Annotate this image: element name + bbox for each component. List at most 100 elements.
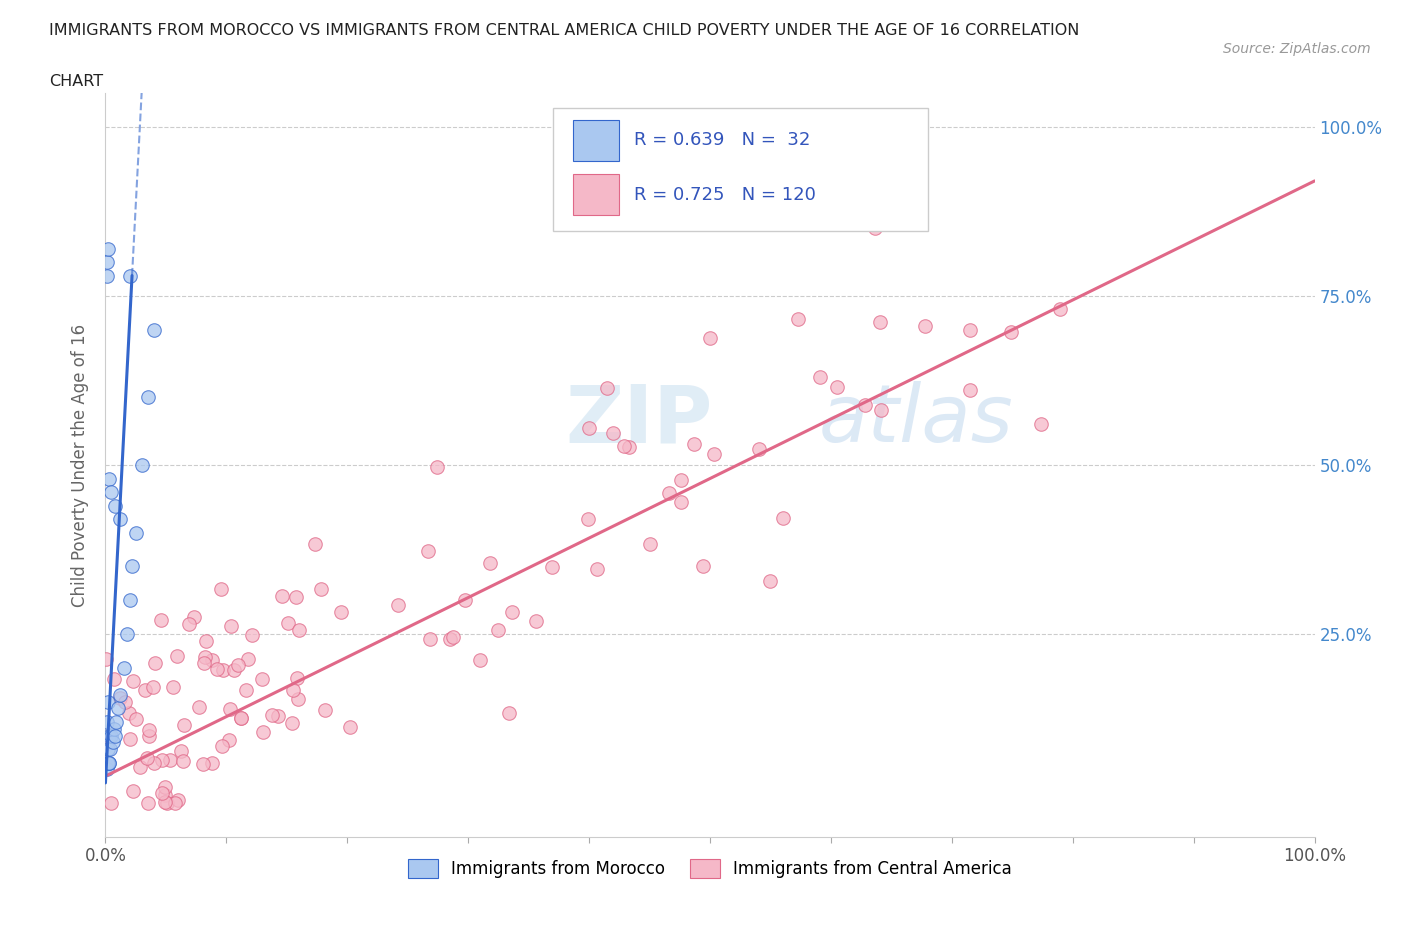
Point (787, 312, 810, 326)
Point (131, 458, 153, 472)
Point (150, 753, 173, 768)
Point (122, 783, 145, 798)
Point (191, 756, 214, 771)
Point (699, 331, 721, 346)
Point (576, 512, 599, 526)
Point (107, 701, 129, 716)
Point (596, 381, 619, 396)
Point (339, 720, 361, 735)
Point (98, 472, 121, 486)
Point (486, 622, 509, 637)
Point (692, 558, 714, 573)
Point (260, 708, 283, 723)
Point (172, 753, 194, 768)
Point (150, 786, 173, 801)
Point (853, 398, 876, 413)
Point (100, 796, 122, 811)
Y-axis label: Child Poverty Under the Age of 16: Child Poverty Under the Age of 16 (72, 324, 90, 606)
Point (153, 788, 176, 803)
Point (281, 715, 304, 730)
Point (142, 755, 165, 770)
Point (112, 660, 135, 675)
Point (240, 628, 263, 643)
Point (304, 537, 326, 551)
Point (669, 472, 692, 487)
Point (98, 755, 121, 770)
Point (468, 652, 491, 667)
Point (439, 631, 461, 646)
Point (103, 722, 125, 737)
Point (96, 652, 118, 667)
Point (703, 446, 725, 461)
Point (658, 485, 681, 500)
Point (271, 588, 294, 603)
Point (96, 714, 118, 729)
Point (209, 582, 232, 597)
Text: CHART: CHART (49, 74, 103, 89)
FancyBboxPatch shape (553, 108, 928, 231)
Point (416, 544, 439, 559)
Point (98, 755, 121, 770)
Point (501, 604, 523, 619)
Point (108, 687, 131, 702)
Point (142, 679, 165, 694)
Point (231, 711, 253, 725)
Point (205, 661, 228, 676)
Point (96, 762, 118, 777)
Point (426, 460, 449, 475)
Point (97, 741, 120, 756)
Point (101, 735, 124, 750)
Point (277, 616, 299, 631)
Point (330, 604, 353, 619)
Point (288, 623, 311, 638)
Legend: Immigrants from Morocco, Immigrants from Central America: Immigrants from Morocco, Immigrants from… (401, 852, 1019, 884)
Point (96, 255, 118, 270)
Point (170, 743, 193, 758)
Point (218, 733, 240, 748)
Point (309, 581, 332, 596)
Point (219, 701, 242, 716)
Point (669, 495, 692, 510)
Point (183, 609, 205, 624)
Point (118, 268, 141, 283)
Point (682, 437, 704, 452)
Point (108, 691, 131, 706)
Point (235, 683, 257, 698)
Point (121, 559, 143, 574)
Point (153, 795, 176, 810)
Point (142, 323, 165, 338)
Point (219, 618, 242, 633)
Point (454, 593, 477, 608)
Point (231, 711, 253, 725)
Point (104, 728, 127, 743)
Point (173, 718, 195, 733)
Point (281, 683, 304, 698)
Point (441, 630, 464, 644)
Point (772, 511, 794, 525)
Bar (574, 175, 620, 216)
Point (498, 706, 520, 721)
Point (122, 673, 145, 688)
Point (143, 656, 166, 671)
Point (166, 792, 188, 807)
Point (524, 613, 547, 628)
Point (238, 651, 260, 666)
Point (211, 738, 233, 753)
Point (96, 736, 118, 751)
Point (602, 426, 624, 441)
Text: ZIP: ZIP (565, 381, 713, 459)
Point (105, 714, 128, 729)
Point (1000, 325, 1022, 339)
Point (98, 728, 121, 743)
Text: R = 0.639   N =  32: R = 0.639 N = 32 (634, 131, 810, 150)
Point (1049, 301, 1071, 316)
Point (759, 573, 782, 588)
Point (201, 652, 224, 667)
Text: atlas: atlas (818, 381, 1014, 459)
Point (98, 741, 121, 756)
Point (159, 752, 181, 767)
Point (578, 420, 600, 435)
Point (314, 703, 336, 718)
Point (224, 663, 246, 678)
Point (285, 671, 308, 685)
